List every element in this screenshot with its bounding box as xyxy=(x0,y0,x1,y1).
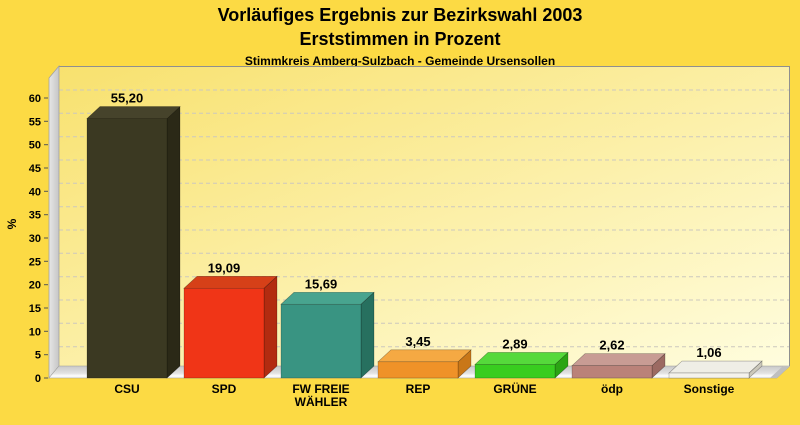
bar-top-face xyxy=(474,352,569,365)
y-axis-title: % xyxy=(5,218,19,229)
bar-side-face xyxy=(360,291,375,379)
bar-front-face xyxy=(474,364,556,379)
bar-top-face xyxy=(280,291,375,305)
value-label: 55,20 xyxy=(111,91,144,106)
bar-front-face xyxy=(86,118,168,379)
y-tick-label: 60 xyxy=(29,93,41,105)
bar-spd: 19,09 xyxy=(183,260,278,379)
axis-wall-left xyxy=(48,64,60,380)
bar-fw: 15,69 xyxy=(280,276,375,379)
value-label: 15,69 xyxy=(305,276,338,291)
y-tick-label: 0 xyxy=(35,373,41,385)
y-tick-label: 10 xyxy=(29,326,41,338)
y-tick-label: 35 xyxy=(29,210,41,222)
value-label: 3,45 xyxy=(405,334,430,349)
bar-front-face xyxy=(377,361,459,379)
bar-front-face xyxy=(571,365,653,379)
y-tick-label: 5 xyxy=(35,350,41,362)
plot-background xyxy=(59,66,790,366)
bar-side-face xyxy=(166,105,181,379)
chart-title-line2: Erststimmen in Prozent xyxy=(299,29,501,49)
value-label: 2,89 xyxy=(502,336,527,351)
y-tick-label: 30 xyxy=(29,233,41,245)
y-tick-label: 40 xyxy=(29,186,41,198)
chart-subtitle: Stimmkreis Amberg-Sulzbach - Gemeinde Ur… xyxy=(244,54,556,68)
y-tick-label: 20 xyxy=(29,280,41,292)
value-label: 19,09 xyxy=(208,260,241,275)
bar-gruene: 2,89 xyxy=(474,336,569,379)
y-tick-label: 15 xyxy=(29,303,41,315)
y-tick-label: 25 xyxy=(29,256,41,268)
chart-floor-right-bevel xyxy=(770,366,790,378)
bar-top-face xyxy=(377,349,472,363)
value-label: 2,62 xyxy=(599,338,624,353)
y-tick-label: 45 xyxy=(29,163,41,175)
bar-oedp: 2,62 xyxy=(571,338,666,379)
bar-front-face xyxy=(668,372,750,379)
bar-sonstige: 1,06 xyxy=(668,345,763,379)
bar-top-face xyxy=(86,106,181,119)
bar-top-face xyxy=(668,360,763,374)
bar-rep: 3,45 xyxy=(377,334,472,379)
bar-front-face xyxy=(280,303,362,379)
bar-top-face xyxy=(183,275,278,289)
bar-csu: 55,20 xyxy=(86,91,181,379)
y-tick-label: 50 xyxy=(29,140,41,152)
bar-side-face xyxy=(263,275,278,379)
chart-title-line1: Vorläufiges Ergebnis zur Bezirkswahl 200… xyxy=(217,5,583,25)
bar-front-face xyxy=(183,287,265,379)
bar-top-face xyxy=(571,353,666,366)
y-tick-label: 55 xyxy=(29,116,41,128)
value-label: 1,06 xyxy=(696,345,721,360)
